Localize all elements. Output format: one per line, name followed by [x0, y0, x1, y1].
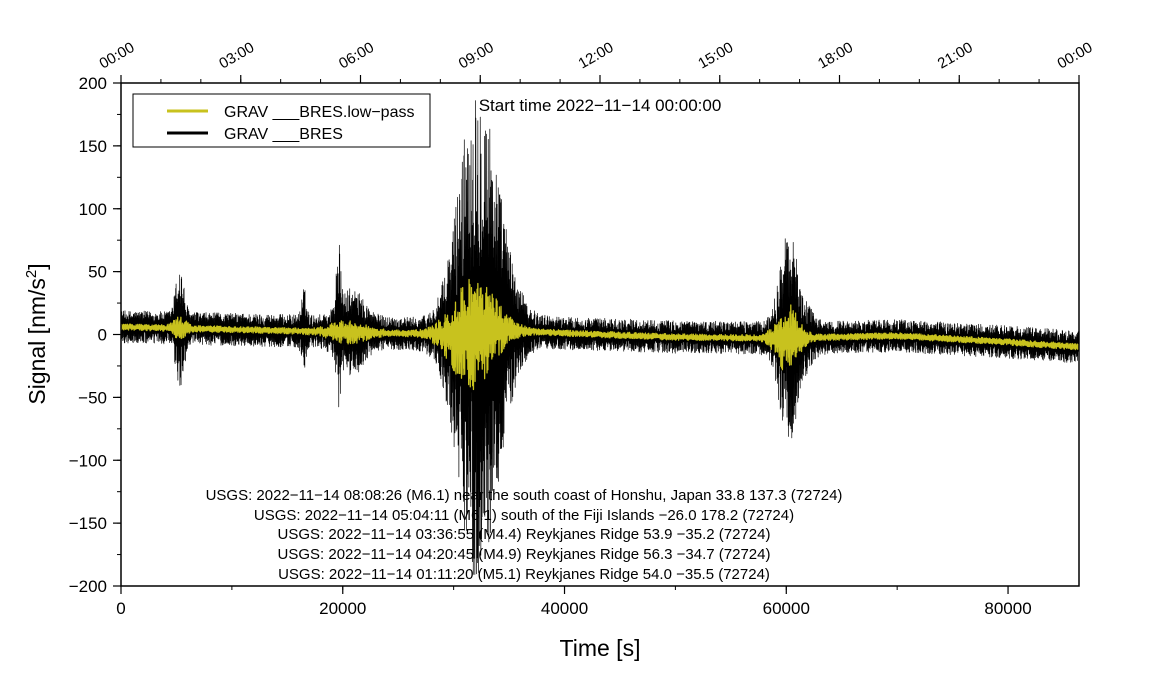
legend: GRAV ___BRES.low−pass GRAV ___BRES	[132, 93, 431, 148]
x-axis-title: Time [s]	[560, 635, 641, 661]
x-tick-label: 60000	[763, 599, 810, 618]
event-annotation: USGS: 2022−11−14 05:04:11 (M6.1) south o…	[254, 507, 794, 524]
y-tick-label: −100	[69, 451, 107, 470]
y-tick-label: 100	[79, 200, 107, 219]
chart-title: Start time 2022−11−14 00:00:00	[479, 96, 722, 115]
y-axis-title-main: Signal [nm/s	[24, 278, 50, 405]
x-tick-label: 0	[116, 599, 125, 618]
legend-box	[132, 93, 431, 148]
y-axis-title-sup: 2	[23, 270, 40, 278]
top-time-axis: 00:00 03:00 06:00 09:00 12:00 15:00 18:00 21:00…	[97, 39, 1096, 83]
top-tick-label: 21:00	[935, 39, 976, 72]
x-tick-label: 40000	[541, 599, 588, 618]
series-line-lowpass	[121, 278, 1079, 391]
event-annotations: USGS: 2022−11−14 08:08:26 (M6.1) near th…	[206, 487, 843, 583]
y-axis-title-end: ]	[24, 263, 50, 269]
x-tick-label: 80000	[984, 599, 1031, 618]
event-annotation: USGS: 2022−11−14 03:36:55 (M4.4) Reykjan…	[278, 526, 771, 543]
top-tick-label: 03:00	[216, 39, 257, 72]
series-line-raw	[121, 100, 1079, 575]
y-tick-label: 150	[79, 137, 107, 156]
series-layer	[121, 100, 1079, 575]
legend-label-lowpass: GRAV ___BRES.low−pass	[224, 104, 414, 121]
x-tick-label: 20000	[319, 599, 366, 618]
top-tick-label: 06:00	[336, 39, 377, 72]
y-tick-label: 50	[88, 263, 107, 282]
top-tick-label: 12:00	[576, 39, 617, 72]
x-axis: 0 20000 40000 60000 80000	[116, 586, 1032, 618]
top-tick-label: 00:00	[97, 39, 138, 72]
y-tick-label: −200	[69, 577, 107, 596]
event-annotation: USGS: 2022−11−14 08:08:26 (M6.1) near th…	[206, 487, 843, 504]
y-axis: −200 −150 −100 −50 0 50 100 150 200	[69, 74, 121, 596]
y-tick-label: 0	[98, 326, 107, 345]
y-axis-title: Signal [nm/s2]	[23, 263, 50, 404]
y-tick-label: −50	[78, 388, 107, 407]
legend-label-raw: GRAV ___BRES	[224, 126, 343, 143]
top-tick-label: 15:00	[695, 39, 736, 72]
top-tick-label: 09:00	[456, 39, 497, 72]
y-tick-label: −150	[69, 514, 107, 533]
y-tick-label: 200	[79, 74, 107, 93]
event-annotation: USGS: 2022−11−14 04:20:45 (M4.9) Reykjan…	[278, 546, 771, 563]
event-annotation: USGS: 2022−11−14 01:11:20 (M5.1) Reykjan…	[278, 566, 770, 583]
top-tick-label: 18:00	[815, 39, 856, 72]
top-tick-label: 00:00	[1055, 39, 1096, 72]
